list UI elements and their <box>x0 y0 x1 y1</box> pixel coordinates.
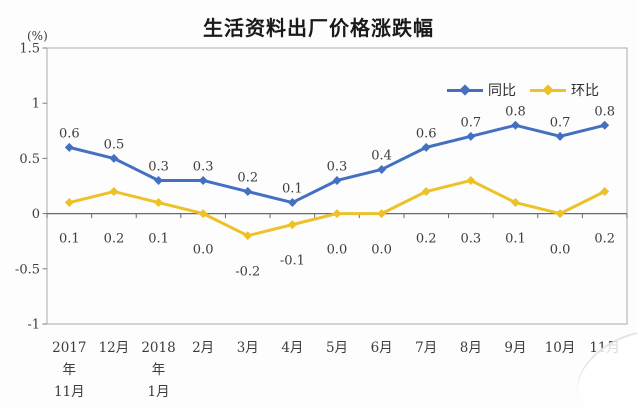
series-yoy-marker <box>109 153 119 163</box>
series-mom-data-label: 0.2 <box>594 232 615 247</box>
series-yoy-data-label: 0.3 <box>193 159 214 174</box>
series-yoy-marker <box>600 120 610 130</box>
series-yoy-marker <box>243 187 253 197</box>
y-tick-label: 1 <box>32 97 40 112</box>
series-mom-data-label: 0.2 <box>416 232 437 247</box>
series-yoy-marker <box>377 164 387 174</box>
x-tick-label: 8月 <box>460 340 482 356</box>
series-mom-data-label: 0.0 <box>327 243 348 258</box>
series-mom-marker <box>421 187 431 197</box>
series-mom-marker <box>109 187 119 197</box>
x-tick-label: 6月 <box>371 340 393 356</box>
series-mom-data-label: 0.1 <box>59 232 80 247</box>
series-yoy-marker <box>421 142 431 152</box>
x-tick-label: 10月 <box>545 340 576 356</box>
series-mom-data-label: -0.1 <box>280 254 305 269</box>
legend-item-yoy: 同比 <box>447 80 516 100</box>
legend-diamond-marker-yoy <box>459 83 471 96</box>
legend-item-mom: 环比 <box>530 80 599 100</box>
legend-label-yoy: 同比 <box>488 83 516 99</box>
legend-diamond-marker-mom <box>542 83 554 96</box>
x-tick-label: 7月 <box>415 340 437 356</box>
plot-border <box>46 47 628 325</box>
series-mom-data-label: 0.0 <box>550 243 571 258</box>
x-tick-label: 2月 <box>192 340 214 356</box>
x-tick-label: 9月 <box>504 340 526 356</box>
series-mom-data-label: 0.1 <box>148 232 169 247</box>
series-mom-data-label: 0.3 <box>461 232 482 247</box>
series-mom-marker <box>198 209 208 219</box>
series-mom-marker <box>332 209 342 219</box>
series-mom-data-label: 0.2 <box>104 232 125 247</box>
x-tick-label: 5月 <box>326 340 348 356</box>
series-yoy-marker <box>466 131 476 141</box>
legend: 同比 环比 <box>447 80 599 100</box>
series-yoy-data-label: 0.8 <box>505 104 526 119</box>
series-yoy-data-label: 0.1 <box>282 182 303 197</box>
x-tick-label: 年 <box>63 362 77 378</box>
series-mom-data-label: -0.2 <box>235 265 260 280</box>
y-tick-label: 1.5 <box>19 42 40 57</box>
series-yoy-marker <box>510 120 520 130</box>
x-tick-label: 1月 <box>147 384 169 400</box>
series-mom-line <box>68 178 606 238</box>
legend-line-swatch-mom <box>530 83 566 96</box>
y-tick-label: 0.5 <box>19 152 40 167</box>
series-yoy-data-label: 0.5 <box>104 137 125 152</box>
series-yoy-data-label: 0.7 <box>550 115 571 130</box>
y-tick-label: -1 <box>27 318 40 333</box>
series-mom-marker <box>555 209 565 219</box>
series-yoy-data-label: 0.6 <box>59 126 80 141</box>
series-mom-marker <box>600 187 610 197</box>
series-yoy-marker <box>198 175 208 185</box>
series-mom-data-label: 0.0 <box>193 243 214 258</box>
x-tick-label: 3月 <box>237 340 259 356</box>
series-mom-marker <box>243 231 253 241</box>
series-yoy-marker <box>332 175 342 185</box>
series-mom-marker <box>64 198 74 208</box>
series-mom-data-label: 0.0 <box>371 243 392 258</box>
series-yoy-data-label: 0.3 <box>148 159 169 174</box>
x-tick-label: 11月 <box>54 384 85 400</box>
series-mom-marker <box>287 220 297 230</box>
series-mom-marker <box>510 198 520 208</box>
y-tick-label: -0.5 <box>15 262 40 277</box>
series-yoy-data-label: 0.7 <box>461 115 482 130</box>
series-mom-marker <box>466 175 476 185</box>
series-yoy-data-label: 0.6 <box>416 126 437 141</box>
series-yoy-data-label: 0.4 <box>371 148 392 163</box>
series-yoy-data-label: 0.3 <box>327 159 348 174</box>
series-yoy-marker <box>64 142 74 152</box>
series-yoy-data-label: 0.8 <box>594 104 615 119</box>
series-mom-data-label: 0.1 <box>505 232 526 247</box>
series-mom-marker <box>377 209 387 219</box>
series-yoy-marker <box>555 131 565 141</box>
x-tick-label: 4月 <box>281 340 303 356</box>
y-axis-unit-label: (%) <box>27 29 48 43</box>
series-mom-marker <box>154 198 164 208</box>
legend-line-swatch-yoy <box>447 83 483 96</box>
y-tick-label: 0 <box>32 207 40 222</box>
x-tick-label: 2018 <box>141 340 175 356</box>
x-tick-label: 12月 <box>99 340 130 356</box>
series-yoy-marker <box>287 198 297 208</box>
x-tick-label: 2017 <box>52 340 86 356</box>
legend-label-mom: 环比 <box>571 83 599 99</box>
chart-title: 生活资料出厂价格涨跌幅 <box>203 16 434 40</box>
series-yoy-marker <box>154 175 164 185</box>
x-tick-label: 年 <box>152 362 166 378</box>
series-yoy-data-label: 0.2 <box>237 171 258 186</box>
